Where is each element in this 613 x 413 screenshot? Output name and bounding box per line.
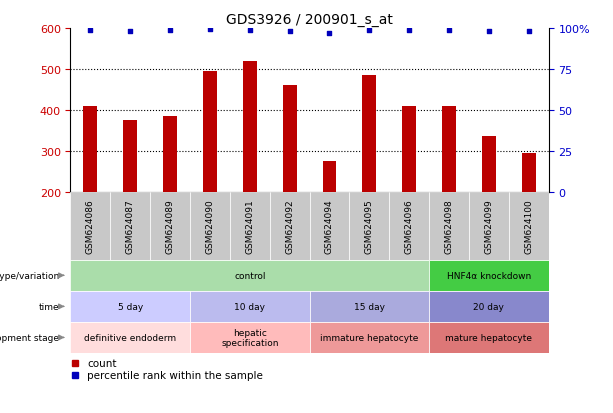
Text: 10 day: 10 day	[234, 302, 265, 311]
Text: GSM624100: GSM624100	[524, 199, 533, 254]
Bar	[442, 107, 456, 192]
Point	[325, 31, 335, 37]
Text: 20 day: 20 day	[473, 302, 504, 311]
Text: GSM624086: GSM624086	[86, 199, 95, 254]
Bar	[522, 153, 536, 192]
Bar	[389, 192, 429, 260]
Text: GSM624098: GSM624098	[444, 199, 454, 254]
Text: genotype/variation: genotype/variation	[0, 271, 59, 280]
Bar	[429, 192, 469, 260]
Text: 5 day: 5 day	[118, 302, 143, 311]
Bar	[243, 62, 257, 192]
Bar	[230, 192, 270, 260]
Point	[405, 27, 414, 34]
Text: count: count	[87, 358, 116, 368]
Bar	[322, 161, 337, 192]
Bar	[283, 86, 297, 192]
Bar	[482, 137, 496, 192]
Bar	[402, 107, 416, 192]
Point	[364, 27, 374, 34]
Text: definitive endoderm: definitive endoderm	[84, 333, 177, 342]
Bar	[150, 192, 190, 260]
Text: control: control	[234, 271, 265, 280]
Text: GSM624095: GSM624095	[365, 199, 374, 254]
Text: time: time	[39, 302, 59, 311]
Point	[166, 27, 175, 34]
Bar	[509, 192, 549, 260]
Bar	[310, 192, 349, 260]
Point	[205, 26, 215, 33]
Bar	[270, 192, 310, 260]
Point	[245, 27, 255, 34]
Text: GSM624089: GSM624089	[166, 199, 175, 254]
Text: GSM624087: GSM624087	[126, 199, 135, 254]
Bar	[469, 192, 509, 260]
Text: GSM624094: GSM624094	[325, 199, 334, 253]
Text: GSM624099: GSM624099	[484, 199, 493, 254]
Text: GSM624091: GSM624091	[245, 199, 254, 254]
Bar	[123, 121, 137, 192]
Text: percentile rank within the sample: percentile rank within the sample	[87, 370, 263, 380]
Bar	[83, 107, 97, 192]
Point	[86, 27, 96, 34]
Text: 15 day: 15 day	[354, 302, 385, 311]
Text: GSM624096: GSM624096	[405, 199, 414, 254]
Text: development stage: development stage	[0, 333, 59, 342]
Point	[125, 29, 135, 36]
Text: GSM624092: GSM624092	[285, 199, 294, 253]
Bar	[70, 192, 110, 260]
Bar	[203, 72, 217, 192]
Title: GDS3926 / 200901_s_at: GDS3926 / 200901_s_at	[226, 12, 393, 26]
Point	[484, 29, 494, 36]
Bar	[163, 116, 177, 192]
Text: HNF4α knockdown: HNF4α knockdown	[447, 271, 531, 280]
Bar	[110, 192, 150, 260]
Text: immature hepatocyte: immature hepatocyte	[320, 333, 419, 342]
Bar	[349, 192, 389, 260]
Text: GSM624090: GSM624090	[205, 199, 215, 254]
Text: hepatic
specification: hepatic specification	[221, 328, 278, 347]
Bar	[362, 76, 376, 192]
Bar	[190, 192, 230, 260]
Point	[284, 29, 294, 36]
Point	[524, 29, 533, 36]
Text: mature hepatocyte: mature hepatocyte	[446, 333, 532, 342]
Point	[444, 27, 454, 34]
